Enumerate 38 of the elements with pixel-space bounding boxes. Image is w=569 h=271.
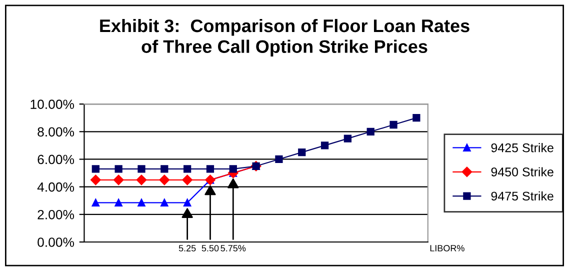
point bbox=[160, 165, 168, 173]
x-tick-label: 5.50 bbox=[202, 245, 219, 252]
point bbox=[160, 198, 168, 207]
point bbox=[366, 128, 374, 136]
legend-label: 9425 Strike bbox=[491, 143, 554, 152]
y-tick-label: 8.00% bbox=[38, 127, 74, 137]
point bbox=[92, 198, 100, 207]
point bbox=[390, 120, 398, 129]
point bbox=[275, 155, 283, 164]
point bbox=[320, 142, 329, 150]
point bbox=[138, 198, 146, 207]
chart-title: Exhibit 3: Comparison of Floor Loan Rates of Three Call Option Strike Prices bbox=[100, 18, 470, 57]
point bbox=[412, 114, 420, 122]
point bbox=[298, 148, 306, 156]
y-tick-label: 2.00% bbox=[38, 210, 74, 220]
point bbox=[113, 174, 124, 186]
legend-label: 9475 Strike bbox=[491, 191, 554, 201]
x-tick-label: 5.25 bbox=[178, 245, 196, 252]
point bbox=[183, 198, 192, 207]
legend-label: 9450 Strike bbox=[491, 167, 554, 176]
x-tick-label: 5.75% bbox=[220, 245, 246, 252]
point bbox=[114, 165, 122, 173]
x-axis-title: LIBOR% bbox=[430, 245, 464, 252]
y-tick-label: 0.00% bbox=[38, 238, 74, 247]
point bbox=[138, 165, 146, 173]
point bbox=[344, 134, 352, 142]
y-tick-label: 6.00% bbox=[38, 154, 74, 164]
point bbox=[159, 174, 170, 186]
point bbox=[114, 198, 122, 207]
point bbox=[92, 165, 100, 173]
point bbox=[183, 165, 192, 173]
point bbox=[90, 174, 101, 186]
point bbox=[229, 165, 237, 173]
point bbox=[136, 174, 147, 186]
point bbox=[182, 174, 192, 186]
y-tick-label: 10.00% bbox=[30, 100, 74, 109]
y-tick-label: 4.00% bbox=[37, 182, 74, 192]
point bbox=[206, 165, 214, 173]
